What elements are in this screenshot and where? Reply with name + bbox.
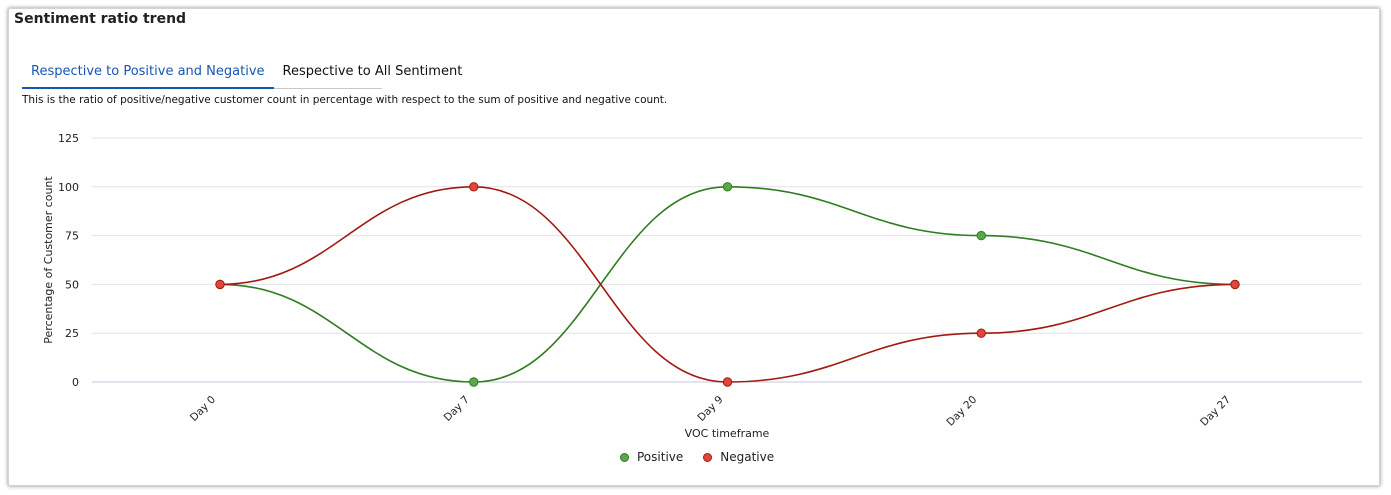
y-tick-label: 100 bbox=[58, 181, 79, 194]
x-tick-label: Day 7 bbox=[442, 394, 472, 424]
x-tick-label: Day 0 bbox=[188, 394, 218, 424]
data-point-positive bbox=[469, 377, 479, 387]
data-point-negative bbox=[1230, 279, 1240, 290]
y-tick-label: 75 bbox=[65, 230, 79, 243]
legend-label-negative: Negative bbox=[720, 450, 775, 464]
legend-marker-positive bbox=[620, 452, 629, 462]
data-point-negative bbox=[976, 328, 986, 338]
x-tick-label: Day 20 bbox=[944, 394, 979, 429]
y-tick-label: 50 bbox=[65, 278, 79, 291]
legend-marker-negative bbox=[703, 452, 713, 462]
x-tick-label: Day 27 bbox=[1198, 394, 1233, 429]
y-axis-title: Percentage of Customer count bbox=[42, 176, 55, 344]
chart-legend: Positive Negative bbox=[620, 450, 794, 464]
y-tick-label: 125 bbox=[58, 132, 79, 145]
data-point-negative bbox=[215, 279, 225, 290]
data-point-positive bbox=[976, 230, 986, 241]
legend-label-positive: Positive bbox=[637, 450, 684, 464]
tab-bar: Respective to Positive and Negative Resp… bbox=[22, 60, 462, 89]
series-line-positive bbox=[219, 185, 1236, 383]
legend-item-positive[interactable]: Positive bbox=[620, 450, 683, 464]
data-point-negative bbox=[722, 377, 733, 387]
tab-all-sentiment[interactable]: Respective to All Sentiment bbox=[282, 64, 463, 79]
y-tick-label: 0 bbox=[72, 376, 79, 389]
series-line-negative bbox=[219, 185, 1236, 383]
x-tick-label: Day 9 bbox=[695, 394, 725, 424]
legend-item-negative[interactable]: Negative bbox=[703, 450, 774, 464]
tab-positive-negative[interactable]: Respective to Positive and Negative bbox=[22, 60, 274, 89]
data-point-positive bbox=[722, 182, 733, 192]
x-axis-title: VOC timeframe bbox=[685, 427, 770, 440]
chart-description: This is the ratio of positive/negative c… bbox=[22, 94, 668, 106]
data-point-negative bbox=[469, 182, 479, 192]
y-tick-label: 25 bbox=[65, 327, 79, 340]
panel-title: Sentiment ratio trend bbox=[14, 11, 187, 27]
